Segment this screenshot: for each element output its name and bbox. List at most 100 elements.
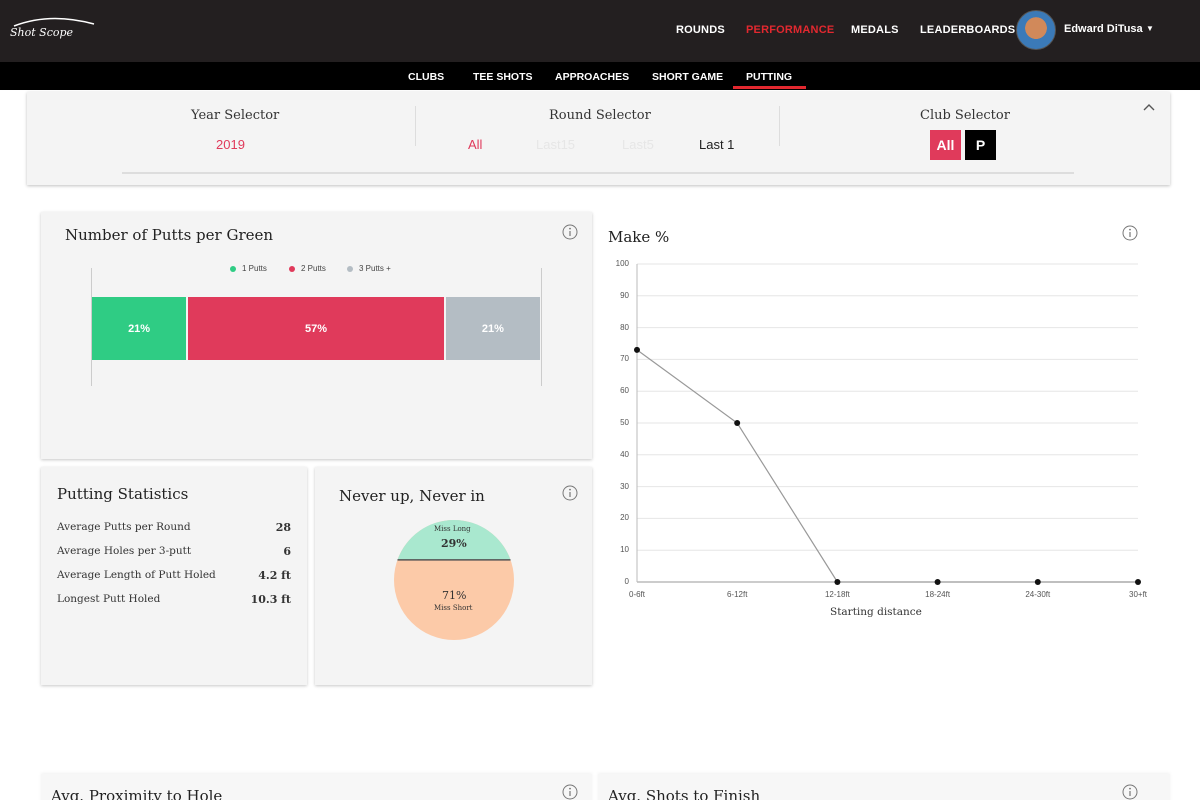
info-icon[interactable] — [1122, 784, 1138, 800]
data-point[interactable] — [734, 420, 741, 426]
data-point[interactable] — [634, 346, 640, 353]
putts-per-green-card: Number of Putts per Green 1 Putts 2 Putt… — [41, 212, 592, 459]
nav-performance[interactable]: PERFORMANCE — [746, 24, 835, 36]
round-selector-title: Round Selector — [549, 108, 651, 123]
x-tick-label: 12-18ft — [824, 590, 850, 599]
nav-medals[interactable]: MEDALS — [851, 24, 899, 36]
stat-value-longest-putt: 10.3 ft — [250, 593, 291, 606]
card-title: Never up, Never in — [339, 487, 485, 505]
round-option-all[interactable]: All — [468, 137, 483, 152]
y-tick-label: 0 — [624, 577, 629, 586]
filter-panel: Year Selector 2019 Round Selector All La… — [27, 92, 1170, 185]
y-tick-label: 10 — [620, 545, 629, 555]
avg-shots-to-finish-card: Avg. Shots to Finish — [598, 774, 1170, 800]
y-tick-label: 80 — [620, 322, 629, 332]
putting-statistics-card: Putting Statistics Average Putts per Rou… — [41, 467, 307, 685]
round-option-last1[interactable]: Last 1 — [699, 137, 735, 152]
logo-swoosh-icon — [13, 17, 95, 27]
axis-line — [541, 268, 542, 386]
pie-value-miss-short: 71% — [442, 589, 467, 602]
avatar[interactable] — [1016, 10, 1056, 50]
stat-label-longest-putt: Longest Putt Holed — [57, 593, 161, 605]
x-tick-label: 24-30ft — [1025, 590, 1051, 599]
pie-label-miss-short: Miss Short — [434, 604, 473, 612]
series-line — [636, 349, 1138, 583]
legend-label: 2 Putts — [301, 264, 326, 273]
y-tick-label: 70 — [620, 354, 629, 364]
legend-dot — [230, 265, 236, 272]
user-name[interactable]: Edward DiTusa — [1064, 23, 1143, 35]
year-selector-title: Year Selector — [191, 108, 280, 123]
subnav-tee-shots[interactable]: TEE SHOTS — [473, 71, 533, 83]
make-percent-plot — [634, 263, 1141, 585]
card-title: Avg. Proximity to Hole — [51, 787, 223, 800]
club-option-all[interactable]: All — [930, 130, 961, 160]
pie-label-miss-long: Miss Long — [434, 525, 471, 533]
stat-value-avg-putts: 28 — [275, 521, 291, 534]
data-point[interactable] — [934, 579, 941, 585]
legend-three-putt: 3 Putts + — [347, 264, 391, 273]
subnav-short-game[interactable]: SHORT GAME — [652, 71, 724, 83]
stat-value-avg-length-holed: 4.2 ft — [258, 569, 291, 582]
pie-chart — [394, 520, 514, 640]
data-point[interactable] — [834, 579, 841, 585]
bar-segment-one-putt: 21% — [92, 297, 187, 360]
year-selector-value[interactable]: 2019 — [216, 137, 245, 152]
legend-one-putt: 1 Putts — [230, 264, 267, 273]
make-percent-card: Make % 0 10 20 30 40 50 60 70 80 90 100 0-6ft 6-12ft… — [598, 212, 1170, 685]
nav-leaderboards[interactable]: LEADERBOARDS — [920, 24, 1016, 36]
round-option-last15[interactable]: Last15 — [536, 137, 576, 152]
bar-segment-two-putt: 57% — [188, 297, 444, 360]
shot-scope-logo[interactable]: Shot Scope — [10, 16, 100, 44]
x-tick-label: 30+ft — [1128, 590, 1148, 599]
y-tick-label: 90 — [620, 290, 629, 300]
y-tick-label: 60 — [620, 386, 629, 396]
info-icon[interactable] — [562, 224, 578, 240]
active-tab-indicator — [733, 86, 806, 89]
card-title: Avg. Shots to Finish — [608, 787, 761, 800]
stat-label-holes-per-3putt: Average Holes per 3-putt — [57, 545, 192, 557]
info-icon[interactable] — [1122, 225, 1138, 241]
panel-divider-line — [122, 172, 1074, 174]
subnav-putting[interactable]: PUTTING — [746, 71, 793, 83]
sub-navbar: CLUBS TEE SHOTS APPROACHES SHORT GAME PU… — [0, 62, 1200, 90]
data-point[interactable] — [1135, 579, 1141, 585]
y-tick-label: 40 — [620, 449, 629, 459]
never-up-card: Never up, Never in Miss Long 29% 71% Mis… — [315, 467, 592, 685]
nav-rounds[interactable]: ROUNDS — [676, 24, 725, 36]
x-tick-label: 18-24ft — [925, 590, 951, 599]
bar-segment-three-putt: 21% — [445, 297, 540, 360]
user-menu-caret-icon[interactable]: ▼ — [1146, 24, 1154, 33]
info-icon[interactable] — [562, 485, 578, 501]
card-title: Make % — [608, 228, 670, 246]
card-title: Number of Putts per Green — [65, 226, 274, 244]
top-navbar: Shot Scope ROUNDS PERFORMANCE MEDALS LEA… — [0, 0, 1200, 62]
stat-label-avg-putts: Average Putts per Round — [57, 521, 191, 533]
x-axis-label: Starting distance — [830, 606, 922, 618]
subnav-approaches[interactable]: APPROACHES — [555, 71, 630, 83]
y-tick-label: 20 — [620, 513, 629, 523]
y-tick-label: 50 — [620, 418, 629, 427]
legend-dot — [289, 265, 295, 272]
divider — [415, 106, 416, 146]
info-icon[interactable] — [562, 784, 578, 800]
pie-slice-miss-long — [397, 520, 511, 560]
x-tick-label: 0-6ft — [628, 590, 646, 599]
round-option-last5[interactable]: Last5 — [622, 137, 654, 152]
line-chart: 0 10 20 30 40 50 60 70 80 90 100 0-6ft 6-12ft 12-18ft… — [598, 212, 1170, 685]
divider — [779, 106, 780, 146]
legend-label: 3 Putts + — [359, 264, 391, 273]
axis-line — [91, 268, 92, 386]
club-option-putter[interactable]: P — [965, 130, 996, 160]
avg-proximity-card: Avg. Proximity to Hole — [41, 774, 592, 800]
legend-two-putt: 2 Putts — [289, 264, 326, 273]
data-point[interactable] — [1034, 579, 1041, 585]
chevron-up-icon[interactable] — [1142, 102, 1156, 112]
legend-label: 1 Putts — [242, 264, 267, 273]
card-title: Putting Statistics — [57, 485, 189, 503]
y-tick-label: 30 — [620, 481, 629, 491]
pie-value-miss-long: 29% — [441, 537, 467, 550]
x-tick-label: 6-12ft — [726, 590, 748, 599]
logo-text: Shot Scope — [10, 26, 74, 39]
subnav-clubs[interactable]: CLUBS — [408, 71, 445, 83]
